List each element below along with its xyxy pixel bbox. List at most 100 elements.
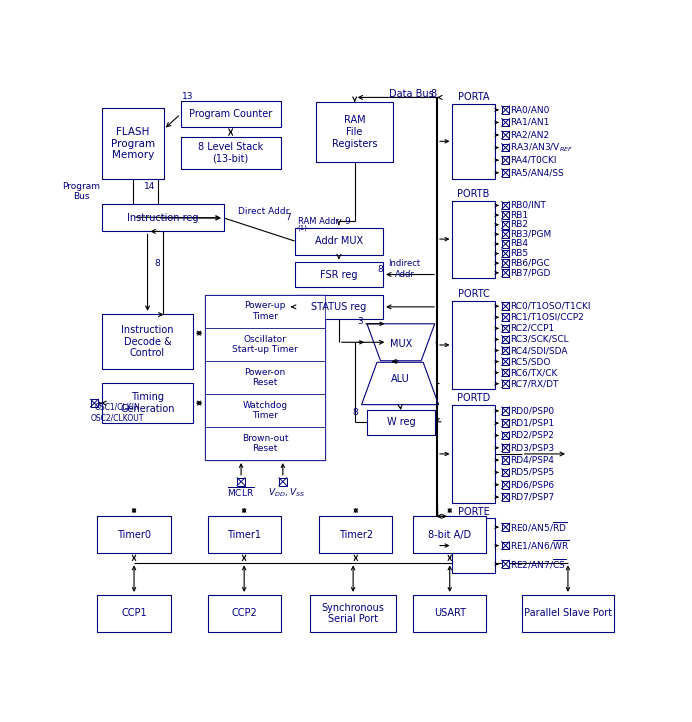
Text: Watchdog
Timer: Watchdog Timer bbox=[242, 401, 287, 420]
Bar bbox=[206, 427, 325, 460]
Bar bbox=[502, 144, 509, 152]
Text: RB0/INT: RB0/INT bbox=[510, 201, 546, 210]
Text: 8: 8 bbox=[430, 90, 436, 100]
Bar bbox=[237, 478, 245, 485]
Text: CCP1: CCP1 bbox=[121, 609, 147, 618]
Bar bbox=[316, 102, 393, 162]
Text: 9: 9 bbox=[344, 217, 350, 226]
Bar bbox=[367, 410, 435, 435]
Bar bbox=[502, 240, 509, 248]
Bar bbox=[502, 303, 509, 310]
Bar bbox=[98, 516, 171, 553]
Text: $V_{DD}$, $V_{SS}$: $V_{DD}$, $V_{SS}$ bbox=[268, 486, 306, 499]
Bar bbox=[453, 518, 495, 573]
Bar bbox=[502, 250, 509, 257]
Text: RC0/T1OSO/T1CKI: RC0/T1OSO/T1CKI bbox=[510, 302, 591, 310]
Text: Timer2: Timer2 bbox=[339, 530, 373, 540]
Bar bbox=[502, 419, 509, 427]
Text: RC7/RX/DT: RC7/RX/DT bbox=[510, 379, 558, 388]
Text: Instruction reg: Instruction reg bbox=[127, 213, 199, 223]
Bar bbox=[502, 432, 509, 439]
Bar bbox=[502, 469, 509, 477]
Text: PORTD: PORTD bbox=[457, 393, 490, 403]
Text: RB3/PGM: RB3/PGM bbox=[510, 230, 552, 239]
Text: RB4: RB4 bbox=[510, 240, 528, 248]
Bar bbox=[502, 169, 509, 177]
Bar bbox=[206, 361, 325, 394]
Bar bbox=[453, 404, 495, 503]
Bar bbox=[502, 444, 509, 452]
Text: (1): (1) bbox=[298, 225, 308, 231]
Text: W reg: W reg bbox=[387, 417, 415, 427]
Bar bbox=[502, 493, 509, 501]
Text: RAM Addr: RAM Addr bbox=[298, 217, 338, 226]
Text: 8: 8 bbox=[352, 408, 358, 417]
Bar bbox=[102, 314, 193, 369]
Text: RD3/PSP3: RD3/PSP3 bbox=[510, 443, 554, 452]
Text: Program Counter: Program Counter bbox=[189, 109, 273, 119]
Text: FLASH
Program
Memory: FLASH Program Memory bbox=[111, 127, 155, 160]
Text: RB5: RB5 bbox=[510, 249, 528, 258]
Bar bbox=[522, 595, 614, 632]
Bar bbox=[206, 394, 325, 427]
Text: Power-up
Timer: Power-up Timer bbox=[244, 301, 286, 321]
Text: RA4/T0CKI: RA4/T0CKI bbox=[510, 156, 556, 165]
Text: Timing
Generation: Timing Generation bbox=[120, 392, 175, 414]
Text: OSC1/CLKIN
OSC2/CLKOUT: OSC1/CLKIN OSC2/CLKOUT bbox=[91, 403, 144, 422]
Text: Power-on
Reset: Power-on Reset bbox=[244, 367, 286, 387]
Bar bbox=[91, 399, 98, 407]
Text: STATUS reg: STATUS reg bbox=[311, 302, 367, 312]
Bar bbox=[295, 295, 383, 319]
Bar bbox=[453, 300, 495, 389]
Bar bbox=[502, 230, 509, 238]
Bar bbox=[502, 118, 509, 126]
Bar bbox=[181, 100, 281, 128]
Text: RD5/PSP5: RD5/PSP5 bbox=[510, 468, 554, 477]
Bar bbox=[502, 157, 509, 164]
Text: RC2/CCP1: RC2/CCP1 bbox=[510, 324, 554, 333]
Text: FSR reg: FSR reg bbox=[320, 269, 358, 279]
Text: Timer1: Timer1 bbox=[227, 530, 261, 540]
Text: 8 Level Stack
(13-bit): 8 Level Stack (13-bit) bbox=[198, 142, 263, 164]
Text: 13: 13 bbox=[182, 92, 194, 101]
Text: RD0/PSP0: RD0/PSP0 bbox=[510, 406, 554, 415]
Text: 8: 8 bbox=[154, 259, 160, 269]
Bar bbox=[502, 106, 509, 114]
Text: $\overline{\mathrm{MCLR}}$: $\overline{\mathrm{MCLR}}$ bbox=[228, 485, 255, 500]
Text: RC5/SDO: RC5/SDO bbox=[510, 357, 551, 366]
Text: RA2/AN2: RA2/AN2 bbox=[510, 131, 549, 139]
Text: Timer0: Timer0 bbox=[117, 530, 151, 540]
Bar bbox=[502, 456, 509, 464]
Text: RC6/TX/CK: RC6/TX/CK bbox=[510, 368, 558, 377]
Text: Indirect
Addr: Indirect Addr bbox=[388, 259, 421, 279]
Text: Direct Addr: Direct Addr bbox=[238, 207, 290, 216]
Text: PORTB: PORTB bbox=[457, 188, 490, 199]
Text: Synchronous
Serial Port: Synchronous Serial Port bbox=[322, 603, 385, 624]
Text: Brown-out
Reset: Brown-out Reset bbox=[242, 434, 288, 453]
Text: RD2/PSP2: RD2/PSP2 bbox=[510, 431, 554, 440]
Text: RB2: RB2 bbox=[510, 220, 528, 229]
Text: RB7/PGD: RB7/PGD bbox=[510, 269, 551, 277]
Bar bbox=[502, 380, 509, 388]
Text: Instruction
Decode &
Control: Instruction Decode & Control bbox=[121, 325, 174, 358]
Bar bbox=[502, 560, 509, 568]
Text: RD1/PSP1: RD1/PSP1 bbox=[510, 419, 554, 427]
Text: RA5/AN4/SS: RA5/AN4/SS bbox=[510, 168, 564, 178]
Bar bbox=[102, 204, 224, 231]
Text: RD6/PSP6: RD6/PSP6 bbox=[510, 480, 554, 490]
Text: 7: 7 bbox=[286, 213, 291, 222]
Bar bbox=[413, 516, 486, 553]
Text: PORTC: PORTC bbox=[457, 289, 489, 299]
Text: RA1/AN1: RA1/AN1 bbox=[510, 118, 549, 127]
Bar bbox=[502, 259, 509, 267]
Text: RC3/SCK/SCL: RC3/SCK/SCL bbox=[510, 335, 569, 344]
Text: RD7/PSP7: RD7/PSP7 bbox=[510, 492, 554, 502]
Bar bbox=[502, 481, 509, 489]
Text: RB6/PGC: RB6/PGC bbox=[510, 258, 550, 268]
Text: Addr MUX: Addr MUX bbox=[315, 236, 363, 246]
Bar bbox=[502, 357, 509, 365]
Text: RE0/AN5/$\overline{\mathrm{RD}}$: RE0/AN5/$\overline{\mathrm{RD}}$ bbox=[510, 521, 567, 534]
Bar bbox=[502, 313, 509, 321]
Bar bbox=[502, 523, 509, 531]
Text: Parallel Slave Port: Parallel Slave Port bbox=[524, 609, 612, 618]
